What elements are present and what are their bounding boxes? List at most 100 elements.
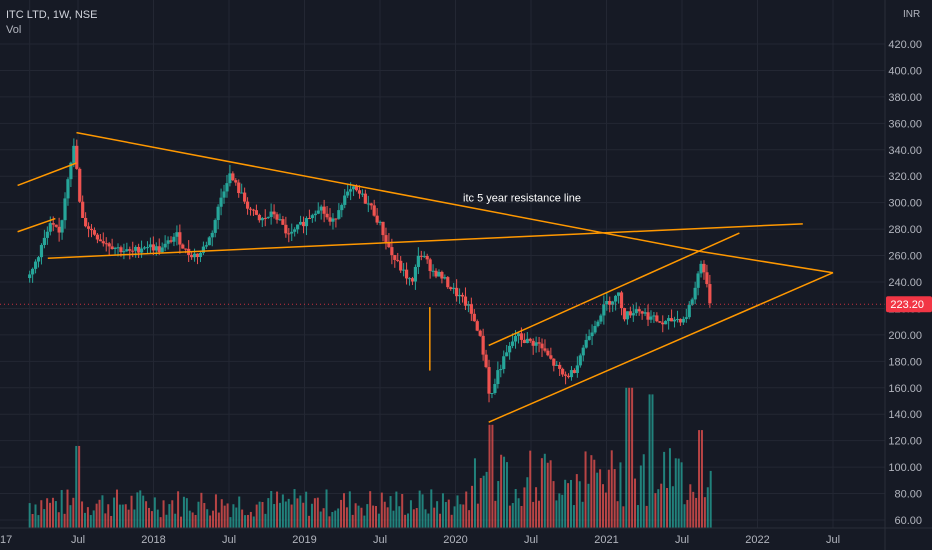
volume-bar xyxy=(110,515,113,528)
candle-body xyxy=(172,236,176,242)
volume-bar xyxy=(54,501,57,528)
volume-bar xyxy=(142,495,145,528)
candle-body xyxy=(234,180,238,183)
candle-body xyxy=(478,330,482,336)
candle-body xyxy=(631,313,635,316)
trendline xyxy=(17,217,56,233)
candle-body xyxy=(522,339,526,344)
candle-body xyxy=(390,247,394,256)
time-tick-label: Jul xyxy=(71,534,85,546)
price-tick-label: 260.00 xyxy=(888,251,922,263)
candle-body xyxy=(128,249,132,251)
volume-bar xyxy=(564,479,567,528)
time-tick-label: 17 xyxy=(0,534,12,546)
volume-bar xyxy=(86,507,89,528)
volume-bar xyxy=(246,514,249,528)
candle-body xyxy=(184,248,188,250)
candle-body xyxy=(113,247,117,250)
trendline xyxy=(488,272,834,423)
candle-body xyxy=(590,332,594,337)
candle-body xyxy=(175,232,179,237)
volume-bar xyxy=(354,503,357,528)
candle-body xyxy=(354,186,359,191)
time-tick-label: Jul xyxy=(826,534,840,546)
candle-body xyxy=(525,338,529,344)
candle-body xyxy=(104,243,108,245)
volume-bar xyxy=(645,505,648,528)
price-tick-label: 180.00 xyxy=(888,356,922,368)
candle-body xyxy=(222,191,226,198)
candle-body xyxy=(287,233,291,235)
candle-body xyxy=(343,195,347,205)
volume-bar xyxy=(488,424,491,528)
candle-body xyxy=(578,355,582,366)
candle-body xyxy=(89,228,94,231)
candle-body xyxy=(402,269,406,271)
price-tick-label: 380.00 xyxy=(888,92,922,104)
candle-body xyxy=(278,219,282,221)
volume-bar xyxy=(290,504,293,528)
candle-body xyxy=(42,237,47,245)
candle-body xyxy=(122,251,126,253)
volume-bar xyxy=(613,469,616,528)
volume-bar xyxy=(200,492,203,528)
volume-bar xyxy=(171,500,174,528)
time-tick-label: 2019 xyxy=(292,534,316,546)
candle-body xyxy=(543,348,547,351)
candle-body xyxy=(393,255,397,260)
price-tick-label: 320.00 xyxy=(888,171,922,183)
volume-bar xyxy=(700,430,703,528)
volume-bar xyxy=(238,496,241,528)
volume-bar xyxy=(217,512,220,528)
volume-bar xyxy=(436,501,439,528)
candle-body xyxy=(705,272,709,285)
candle-body xyxy=(643,312,647,314)
candle-body xyxy=(637,309,641,312)
candle-body xyxy=(443,277,447,279)
candle-body xyxy=(622,308,627,320)
trendline xyxy=(17,162,77,187)
volume-bar xyxy=(619,462,622,528)
candle-body xyxy=(611,301,615,305)
candle-body xyxy=(684,317,688,319)
volume-bar xyxy=(174,513,177,528)
candle-body xyxy=(54,224,58,227)
volume-bar xyxy=(581,501,584,528)
candle-body xyxy=(561,368,565,375)
volume-bar xyxy=(226,503,229,528)
volume-bar xyxy=(680,462,683,528)
symbol-title: ITC LTD, 1W, NSE xyxy=(6,9,98,21)
volume-bar xyxy=(136,492,139,528)
volume-bar xyxy=(72,497,75,528)
candle-body xyxy=(487,367,491,394)
volume-bar xyxy=(552,481,555,528)
candle-body xyxy=(84,217,88,227)
candle-body xyxy=(204,245,208,247)
candle-body xyxy=(328,217,332,222)
volume-bar xyxy=(471,485,474,528)
candle-body xyxy=(508,345,512,353)
candle-body xyxy=(148,244,153,248)
candle-body xyxy=(63,198,67,221)
volume-bar xyxy=(401,494,404,528)
candle-body xyxy=(552,358,556,366)
candle-body xyxy=(687,304,691,318)
candle-body xyxy=(407,278,412,280)
volume-bar xyxy=(81,501,84,528)
candle-body xyxy=(575,365,579,373)
candle-body xyxy=(469,304,473,314)
volume-bar xyxy=(75,445,78,528)
volume-bar xyxy=(313,498,316,528)
candle-body xyxy=(266,217,270,219)
volume-bar xyxy=(229,517,232,528)
candle-body xyxy=(39,244,44,258)
volume-bar xyxy=(660,483,663,528)
candle-body xyxy=(572,370,577,373)
candle-body xyxy=(31,268,35,275)
volume-bar xyxy=(666,487,669,528)
candle-body xyxy=(66,179,70,199)
candle-body xyxy=(416,255,420,267)
volume-bar xyxy=(107,504,110,528)
